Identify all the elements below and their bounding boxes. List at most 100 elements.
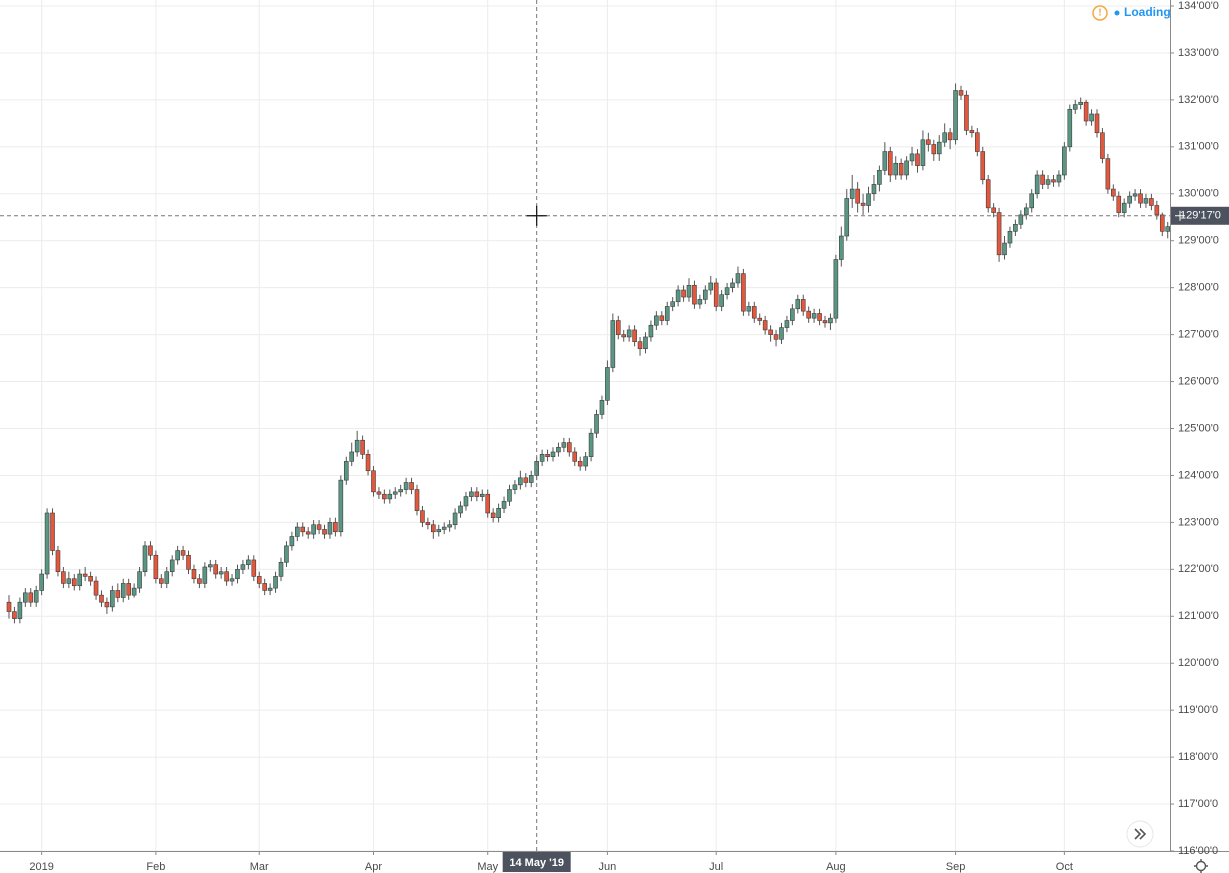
candle-body [572,451,578,462]
x-tick-label: Apr [365,861,382,873]
candle-body [202,566,208,584]
candle-body [382,493,387,500]
candle-body [860,202,866,206]
candle-body [1040,174,1045,185]
candle-body [153,554,159,580]
candle-body [915,153,920,166]
y-tick-label: 119'00'0 [1178,704,1218,716]
y-tick-label: 127'00'0 [1178,329,1219,341]
candle-body [1007,231,1013,244]
candle-body [887,151,893,176]
candle-body [675,289,681,303]
y-tick-label: 132'00'0 [1178,94,1219,106]
candle-body [191,569,197,580]
candle-body [686,285,692,298]
candle-body [311,524,316,535]
candle-body [599,400,605,415]
candle-body [224,571,229,582]
candle-body [322,529,327,535]
candle-body [1023,207,1029,216]
candle-body [343,461,349,481]
candle-body [708,282,714,291]
candle-body [659,315,665,321]
candle-body [817,313,822,321]
candle-body [452,512,458,526]
price-label-cross [1175,210,1185,221]
scroll-arrows [1134,828,1147,840]
candle-body [528,475,534,483]
candle-body [904,160,909,176]
candle-body [626,329,632,338]
y-tick-label: 116'00'0 [1178,845,1218,857]
settings-button[interactable] [1194,859,1208,873]
candle-body [779,327,784,340]
candle-body [115,590,121,598]
candle-body [164,571,170,584]
candle-body [795,299,801,310]
candle-body [784,320,790,328]
candle-body [583,456,588,467]
price-label-box [1171,206,1229,225]
candle-body [479,493,485,497]
candle-body [632,329,637,342]
candle-body [12,611,17,619]
candle-body [594,414,599,434]
candle-body [104,601,110,608]
x-tick-label: 2019 [29,861,53,873]
candle-body [142,545,148,572]
y-tick-label: 123'00'0 [1178,516,1219,528]
warning-mark: ! [1098,8,1101,19]
gear-icon[interactable] [1195,860,1207,872]
candle-body [278,561,284,577]
candle-body [991,207,996,213]
candle-body [724,287,730,296]
candle-body [1002,242,1007,256]
scroll-button[interactable] [1126,820,1154,848]
candle-body [958,90,964,96]
candle-body [316,524,322,530]
candle-body [398,489,403,493]
candle-body [561,442,567,448]
candle-body [518,477,523,486]
candle-body [751,306,757,319]
candle-body [463,496,469,507]
candle-body [1083,101,1089,122]
x-tick-label: Jul [709,861,723,873]
candle-body [790,308,795,321]
candle-body [882,151,888,171]
candle-body [387,493,393,500]
candle-body [420,510,425,523]
candle-body [262,583,267,591]
candle-body [1018,214,1024,225]
candle-body [55,550,61,572]
candle-body [39,573,44,591]
candle-body [969,130,975,134]
candle-body [871,184,877,195]
candle-body [501,500,507,509]
x-tick-label: Aug [826,861,846,873]
candle-body [229,578,235,582]
candle-body [828,317,833,324]
candle-body [273,576,278,589]
candle-body [643,336,648,349]
x-tick-label: Jun [599,861,617,873]
candle-body [844,198,850,237]
grid [0,0,1170,852]
loading-dot [1114,10,1120,16]
candle-body [605,367,610,401]
candle-body [126,583,131,596]
candle-body [61,571,66,584]
candle-body [305,531,311,535]
candle-body [295,526,300,537]
date-label: 14 May '19 [509,857,564,869]
candle-body [909,153,915,162]
y-tick-label: 134'00'0 [1178,0,1219,12]
cursor [526,205,547,226]
date-label-box [502,852,571,872]
candle-body [713,282,719,307]
candle-body [1127,195,1132,204]
candle-body [289,536,295,547]
candle-body [1105,158,1111,190]
candle-body [741,273,746,312]
